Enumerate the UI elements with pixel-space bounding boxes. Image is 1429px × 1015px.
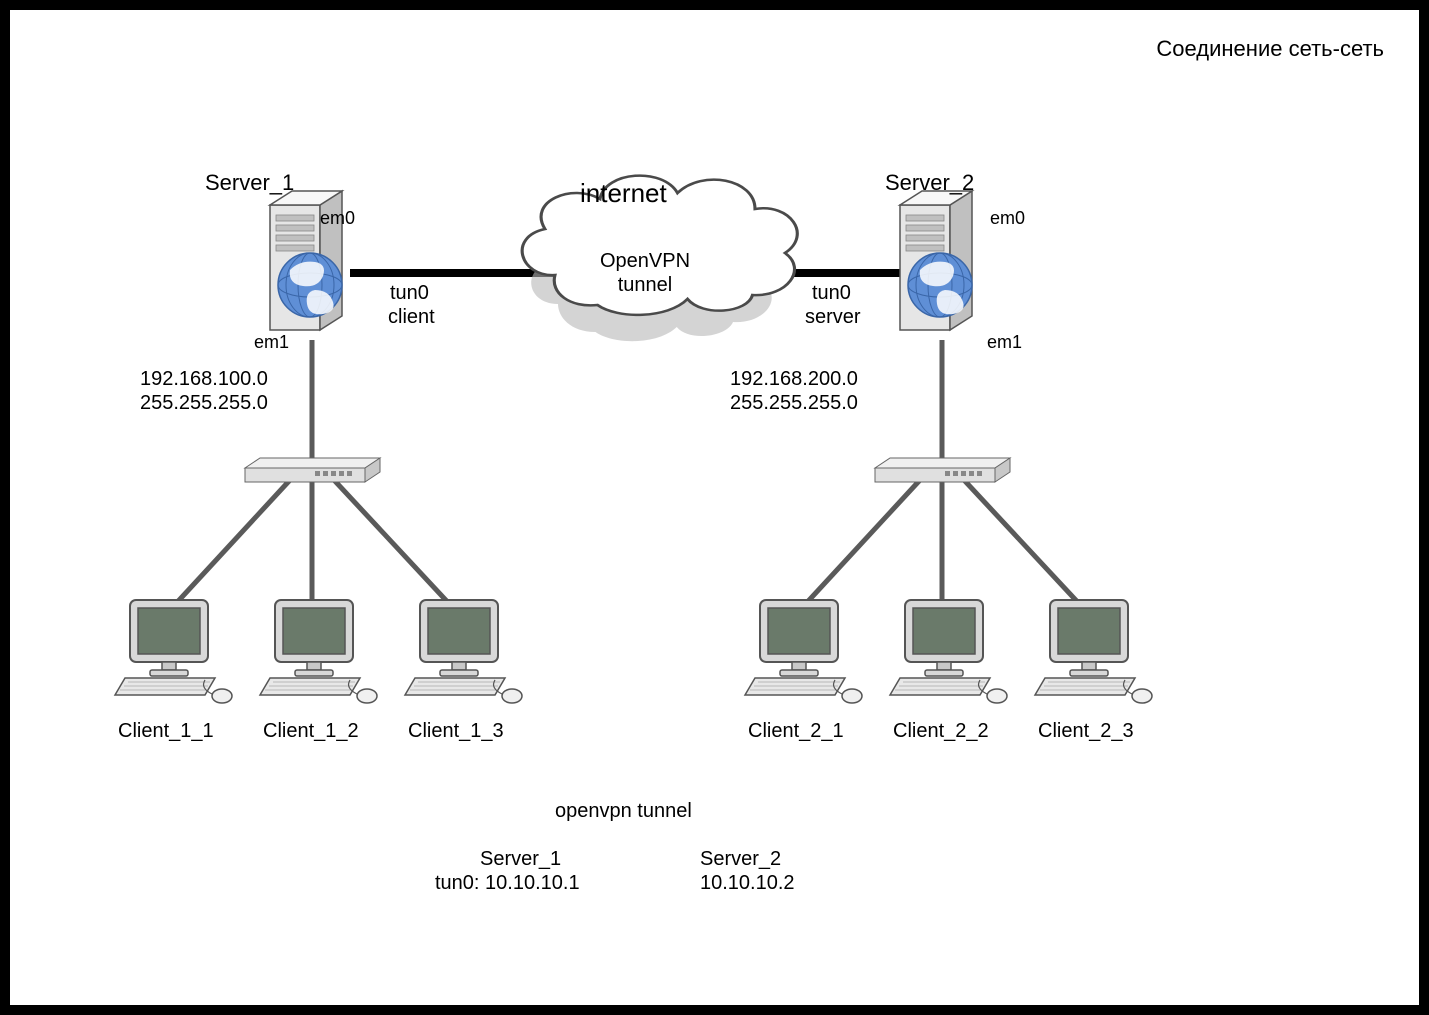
footer-col1-h: Server_1 <box>480 848 561 871</box>
server-1-tun0: tun0 <box>390 282 429 305</box>
internet-label: internet <box>580 178 667 209</box>
footer-col2-h: Server_2 <box>700 848 781 871</box>
server-1-role: client <box>388 306 435 329</box>
server-2-role: server <box>805 306 861 329</box>
client-2-2-label: Client_2_2 <box>893 720 989 743</box>
switch-2-icon <box>875 458 1010 482</box>
net-1-ip: 192.168.100.0 <box>140 368 268 391</box>
client-1-2-icon <box>260 600 377 703</box>
diagram-frame: Соединение сеть-сеть <box>0 0 1429 1015</box>
client-2-3-label: Client_2_3 <box>1038 720 1134 743</box>
footer-title: openvpn tunnel <box>555 800 692 823</box>
net-2-mask: 255.255.255.0 <box>730 392 858 415</box>
server-2-icon <box>900 191 972 330</box>
client-2-1-label: Client_2_1 <box>748 720 844 743</box>
client-1-3-label: Client_1_3 <box>408 720 504 743</box>
server-1-em1: em1 <box>254 332 289 353</box>
server-1-em0: em0 <box>320 208 355 229</box>
client-1-2-label: Client_1_2 <box>263 720 359 743</box>
client-1-3-icon <box>405 600 522 703</box>
footer-col2-v: 10.10.10.2 <box>700 872 795 895</box>
server-2-label: Server_2 <box>885 170 974 196</box>
net-1-mask: 255.255.255.0 <box>140 392 268 415</box>
server-2-tun0: tun0 <box>812 282 851 305</box>
server-2-em0: em0 <box>990 208 1025 229</box>
client-1-1-icon <box>115 600 232 703</box>
footer-col1-v: tun0: 10.10.10.1 <box>435 872 580 895</box>
net-2-ip: 192.168.200.0 <box>730 368 858 391</box>
switch-1-icon <box>245 458 380 482</box>
cloud-label-1: OpenVPN <box>590 250 700 273</box>
cloud-label-2: tunnel <box>590 274 700 297</box>
server-1-label: Server_1 <box>205 170 294 196</box>
server-2-em1: em1 <box>987 332 1022 353</box>
client-2-2-icon <box>890 600 1007 703</box>
client-2-1-icon <box>745 600 862 703</box>
client-2-3-icon <box>1035 600 1152 703</box>
client-1-1-label: Client_1_1 <box>118 720 214 743</box>
